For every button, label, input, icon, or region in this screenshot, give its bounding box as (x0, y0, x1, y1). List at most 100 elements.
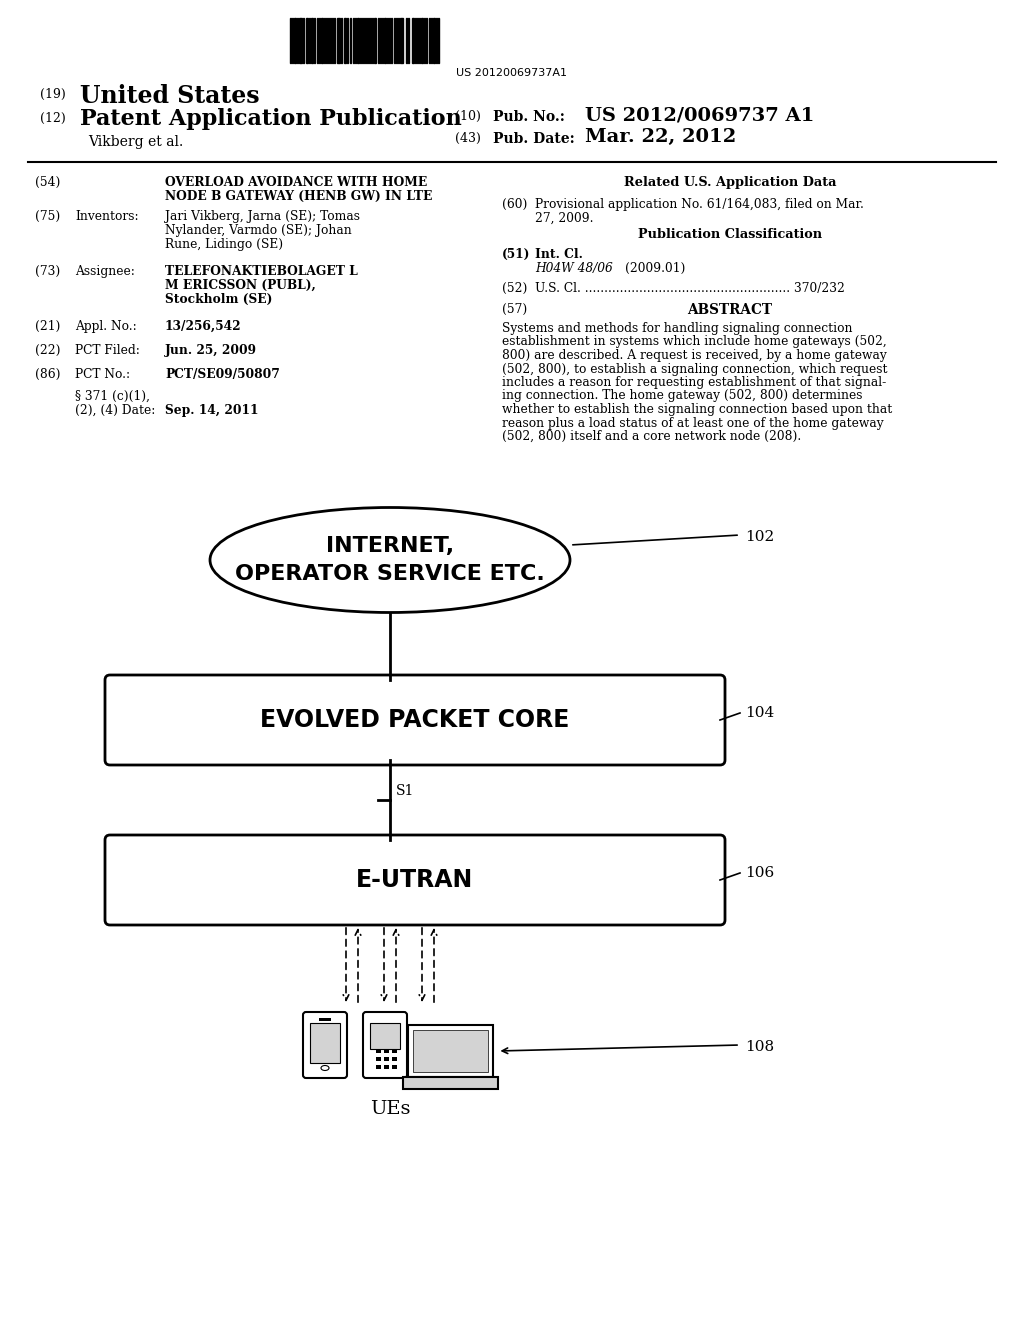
Text: establishment in systems which include home gateways (502,: establishment in systems which include h… (502, 335, 887, 348)
Text: US 2012/0069737 A1: US 2012/0069737 A1 (585, 106, 814, 124)
Bar (319, 1018, 331, 1020)
FancyBboxPatch shape (303, 1012, 347, 1078)
Text: 106: 106 (745, 866, 774, 880)
Text: reason plus a load status of at least one of the home gateway: reason plus a load status of at least on… (502, 417, 884, 429)
Text: OVERLOAD AVOIDANCE WITH HOME: OVERLOAD AVOIDANCE WITH HOME (165, 176, 427, 189)
Text: Mar. 22, 2012: Mar. 22, 2012 (585, 128, 736, 147)
Text: Sep. 14, 2011: Sep. 14, 2011 (165, 404, 258, 417)
Text: INTERNET,: INTERNET, (326, 536, 454, 556)
Bar (306, 18, 308, 63)
Text: (2009.01): (2009.01) (625, 261, 685, 275)
Text: Jari Vikberg, Jarna (SE); Tomas: Jari Vikberg, Jarna (SE); Tomas (165, 210, 360, 223)
Text: (57): (57) (502, 304, 527, 315)
Bar (392, 1057, 397, 1061)
Text: 13/256,542: 13/256,542 (165, 319, 242, 333)
Text: Appl. No.:: Appl. No.: (75, 319, 137, 333)
Text: TELEFONAKTIEBOLAGET L: TELEFONAKTIEBOLAGET L (165, 265, 357, 279)
Text: Nylander, Varmdo (SE); Johan: Nylander, Varmdo (SE); Johan (165, 224, 352, 238)
Text: (43): (43) (455, 132, 481, 145)
Text: whether to establish the signaling connection based upon that: whether to establish the signaling conne… (502, 403, 892, 416)
Text: (502, 800), to establish a signaling connection, which request: (502, 800), to establish a signaling con… (502, 363, 888, 375)
Text: PCT/SE09/50807: PCT/SE09/50807 (165, 368, 280, 381)
Bar (294, 18, 296, 63)
Text: (60): (60) (502, 198, 527, 211)
Bar (408, 1026, 493, 1077)
Text: (10): (10) (455, 110, 481, 123)
Text: (2), (4) Date:: (2), (4) Date: (75, 404, 156, 417)
Text: (19): (19) (40, 88, 66, 102)
Text: 800) are described. A request is received, by a home gateway: 800) are described. A request is receive… (502, 348, 887, 362)
Text: ABSTRACT: ABSTRACT (687, 304, 772, 317)
Text: Related U.S. Application Data: Related U.S. Application Data (624, 176, 837, 189)
Text: US 20120069737A1: US 20120069737A1 (457, 69, 567, 78)
Bar (392, 1049, 397, 1053)
Bar (412, 18, 414, 63)
Bar (421, 18, 423, 63)
Text: NODE B GATEWAY (HENB GW) IN LTE: NODE B GATEWAY (HENB GW) IN LTE (165, 190, 432, 203)
Bar (400, 18, 403, 63)
Text: 102: 102 (745, 531, 774, 544)
Text: Pub. No.:: Pub. No.: (493, 110, 565, 124)
Bar (321, 18, 323, 63)
Text: (86): (86) (35, 368, 60, 381)
Text: S1: S1 (396, 784, 415, 799)
Text: Patent Application Publication: Patent Application Publication (80, 108, 462, 129)
Text: EVOLVED PACKET CORE: EVOLVED PACKET CORE (260, 708, 569, 733)
Bar (433, 18, 435, 63)
Text: H04W 48/06: H04W 48/06 (535, 261, 612, 275)
Bar (376, 1057, 381, 1061)
Text: (22): (22) (35, 345, 60, 356)
Text: 27, 2009.: 27, 2009. (535, 213, 594, 224)
Text: E-UTRAN: E-UTRAN (356, 869, 474, 892)
Bar (384, 1057, 389, 1061)
Text: Provisional application No. 61/164,083, filed on Mar.: Provisional application No. 61/164,083, … (535, 198, 864, 211)
Bar (357, 18, 359, 63)
Text: (52): (52) (502, 282, 527, 294)
Text: ing connection. The home gateway (502, 800) determines: ing connection. The home gateway (502, 8… (502, 389, 862, 403)
Text: Inventors:: Inventors: (75, 210, 138, 223)
Text: (12): (12) (40, 112, 66, 125)
Text: 104: 104 (745, 706, 774, 719)
Text: includes a reason for requesting establishment of that signal-: includes a reason for requesting establi… (502, 376, 886, 389)
Bar (337, 18, 340, 63)
Bar (311, 18, 313, 63)
Text: M ERICSSON (PUBL),: M ERICSSON (PUBL), (165, 279, 315, 292)
Bar (299, 18, 302, 63)
Bar (384, 1065, 389, 1069)
Text: OPERATOR SERVICE ETC.: OPERATOR SERVICE ETC. (236, 564, 545, 583)
Text: (502, 800) itself and a core network node (208).: (502, 800) itself and a core network nod… (502, 430, 801, 444)
Text: (51): (51) (502, 248, 530, 261)
Bar (402, 1077, 498, 1089)
Text: Jun. 25, 2009: Jun. 25, 2009 (165, 345, 257, 356)
Text: (21): (21) (35, 319, 60, 333)
Text: United States: United States (80, 84, 260, 108)
Text: Assignee:: Assignee: (75, 265, 135, 279)
Bar (370, 1023, 400, 1049)
Text: Vikberg et al.: Vikberg et al. (88, 135, 183, 149)
Text: Int. Cl.: Int. Cl. (535, 248, 583, 261)
Text: Rune, Lidingo (SE): Rune, Lidingo (SE) (165, 238, 283, 251)
Text: (54): (54) (35, 176, 60, 189)
Bar (384, 1049, 389, 1053)
Text: Stockholm (SE): Stockholm (SE) (165, 293, 272, 306)
Text: (73): (73) (35, 265, 60, 279)
Text: Systems and methods for handling signaling connection: Systems and methods for handling signali… (502, 322, 853, 335)
Bar (310, 1023, 340, 1063)
Text: 108: 108 (745, 1040, 774, 1053)
Text: Publication Classification: Publication Classification (638, 228, 822, 242)
Bar (376, 1065, 381, 1069)
Text: (75): (75) (35, 210, 60, 223)
Text: PCT Filed:: PCT Filed: (75, 345, 140, 356)
Bar (413, 1030, 487, 1072)
Bar (374, 18, 376, 63)
Text: Pub. Date:: Pub. Date: (493, 132, 574, 147)
Text: UEs: UEs (370, 1100, 411, 1118)
Bar (384, 18, 386, 63)
Text: PCT No.:: PCT No.: (75, 368, 130, 381)
Bar (344, 18, 346, 63)
Text: § 371 (c)(1),: § 371 (c)(1), (75, 389, 150, 403)
Text: U.S. Cl. ..................................................... 370/232: U.S. Cl. ...............................… (535, 282, 845, 294)
Bar (376, 1049, 381, 1053)
Bar (392, 1065, 397, 1069)
FancyBboxPatch shape (362, 1012, 407, 1078)
